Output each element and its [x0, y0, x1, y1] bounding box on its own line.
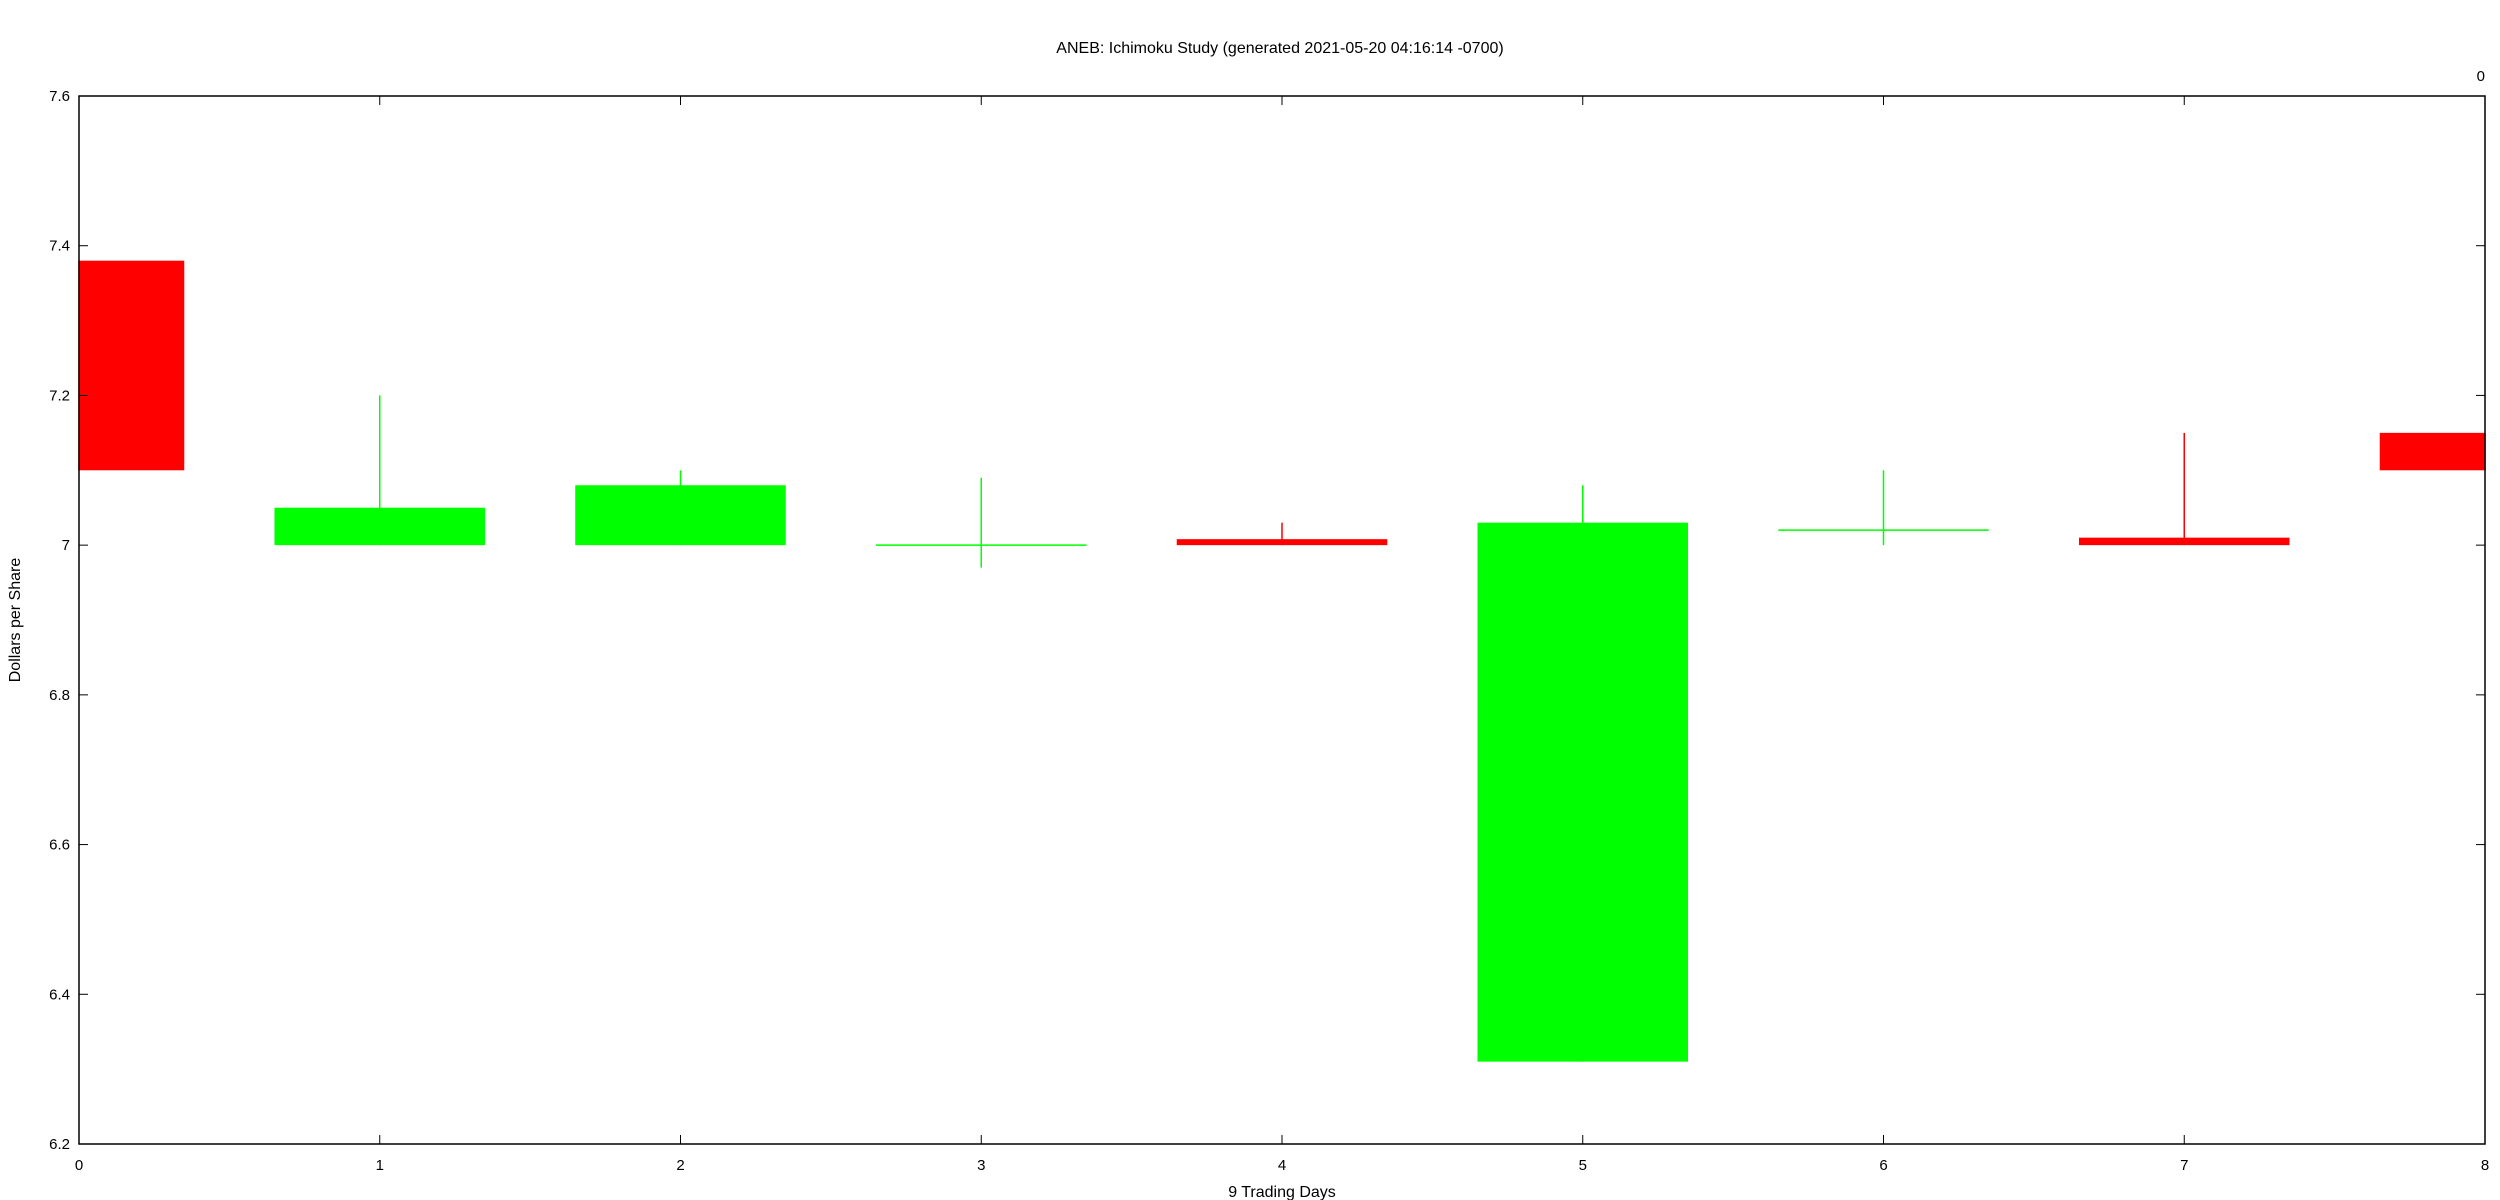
candle-6 [1778, 470, 1989, 546]
y-tick-label: 6.8 [49, 687, 70, 704]
ticks-layer: 0 1 2 3 4 5 6 7 8 6.2 6.4 6.6 6.8 7 7.2 7.4 7.6 [49, 88, 2489, 1174]
candle-7 [2078, 432, 2290, 546]
y-tick-label: 6.4 [49, 986, 70, 1003]
candle-body [1176, 539, 1388, 546]
x-tick-label: 1 [376, 1157, 384, 1174]
top-right-label: 0 [2477, 68, 2485, 85]
candle-body [2379, 432, 2485, 471]
y-tick-label: 7 [62, 537, 70, 554]
y-tick-label: 6.6 [49, 837, 70, 854]
candle-0 [78, 260, 185, 471]
candle-8 [2379, 432, 2486, 471]
y-tick-label: 7.6 [49, 88, 70, 105]
x-tick-label: 6 [1879, 1157, 1887, 1174]
y-tick-label: 7.4 [49, 238, 70, 255]
x-tick-label: 5 [1579, 1157, 1587, 1174]
x-tick-label: 4 [1278, 1157, 1286, 1174]
candle-body [575, 485, 786, 546]
chart-title: ANEB: Ichimoku Study (generated 2021-05-… [1056, 40, 1503, 57]
plot-frame [78, 95, 2486, 1145]
candle-body [2078, 537, 2290, 546]
candle-body [79, 260, 185, 471]
x-tick-label: 8 [2481, 1157, 2489, 1174]
candle-body [274, 507, 486, 546]
candle-5 [1477, 485, 1689, 1062]
y-tick-label: 7.2 [49, 387, 70, 404]
x-tick-label: 3 [977, 1157, 985, 1174]
candles-layer [78, 260, 2486, 1062]
y-tick-label: 6.2 [49, 1136, 70, 1153]
x-tick-label: 2 [676, 1157, 684, 1174]
candle-1 [274, 395, 486, 546]
y-axis-label: Dollars per Share [7, 558, 24, 683]
x-tick-label: 0 [75, 1157, 83, 1174]
candle-3 [875, 477, 1087, 568]
candle-body [1477, 522, 1689, 1062]
x-tick-label: 7 [2180, 1157, 2188, 1174]
candle-4 [1176, 522, 1388, 546]
candle-2 [575, 470, 786, 546]
x-axis-label: 9 Trading Days [1228, 1184, 1336, 1200]
